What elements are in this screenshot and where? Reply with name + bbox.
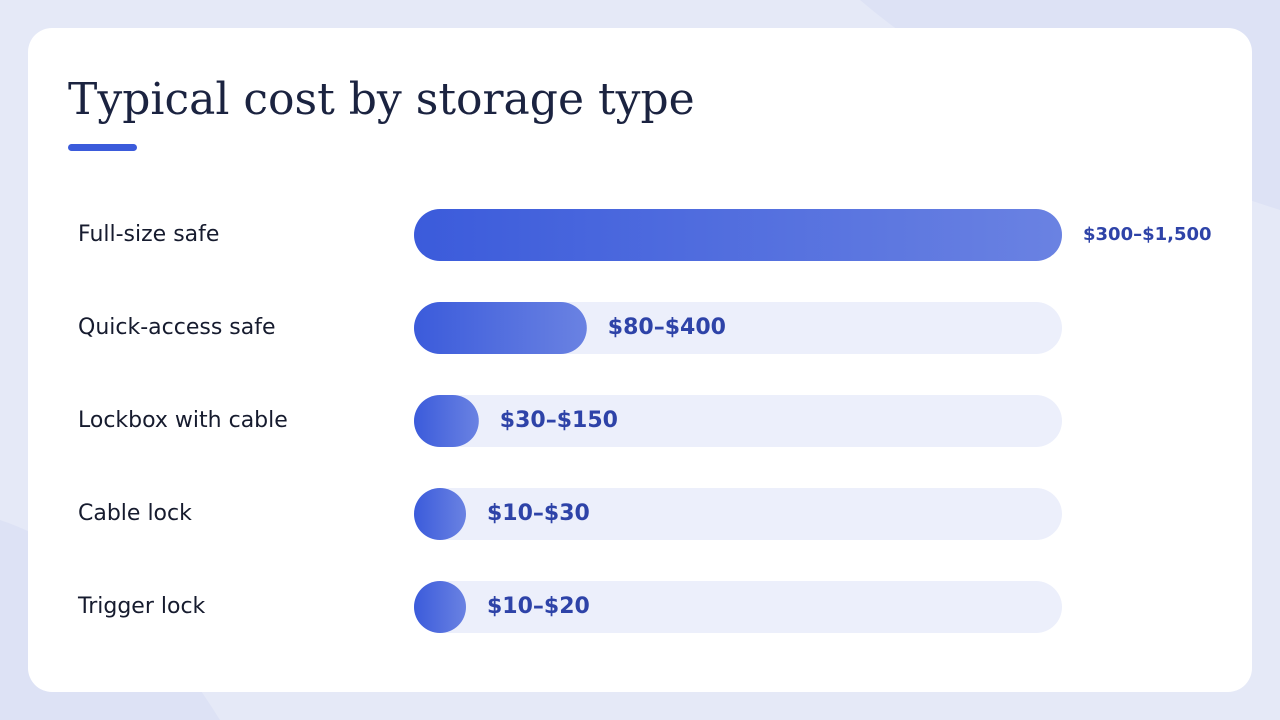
bar bbox=[414, 581, 466, 633]
value-label: $80–$400 bbox=[608, 315, 726, 340]
value-label: $30–$150 bbox=[500, 408, 618, 433]
bar bbox=[414, 395, 479, 447]
value-label: $300–$1,500 bbox=[1083, 224, 1212, 245]
category-label: Cable lock bbox=[78, 501, 192, 526]
bar-track bbox=[414, 581, 1062, 633]
value-label: $10–$30 bbox=[487, 501, 590, 526]
category-label: Trigger lock bbox=[77, 594, 206, 619]
category-label: Full-size safe bbox=[78, 222, 219, 247]
title-underline bbox=[68, 144, 137, 151]
bar bbox=[414, 488, 466, 540]
value-label: $10–$20 bbox=[487, 594, 590, 619]
chart-title: Typical cost by storage type bbox=[68, 74, 695, 125]
category-label: Quick-access safe bbox=[78, 315, 276, 340]
bar bbox=[414, 302, 587, 354]
bar-track bbox=[414, 488, 1062, 540]
bar bbox=[414, 209, 1062, 261]
category-label: Lockbox with cable bbox=[78, 408, 288, 433]
bar-track bbox=[414, 395, 1062, 447]
